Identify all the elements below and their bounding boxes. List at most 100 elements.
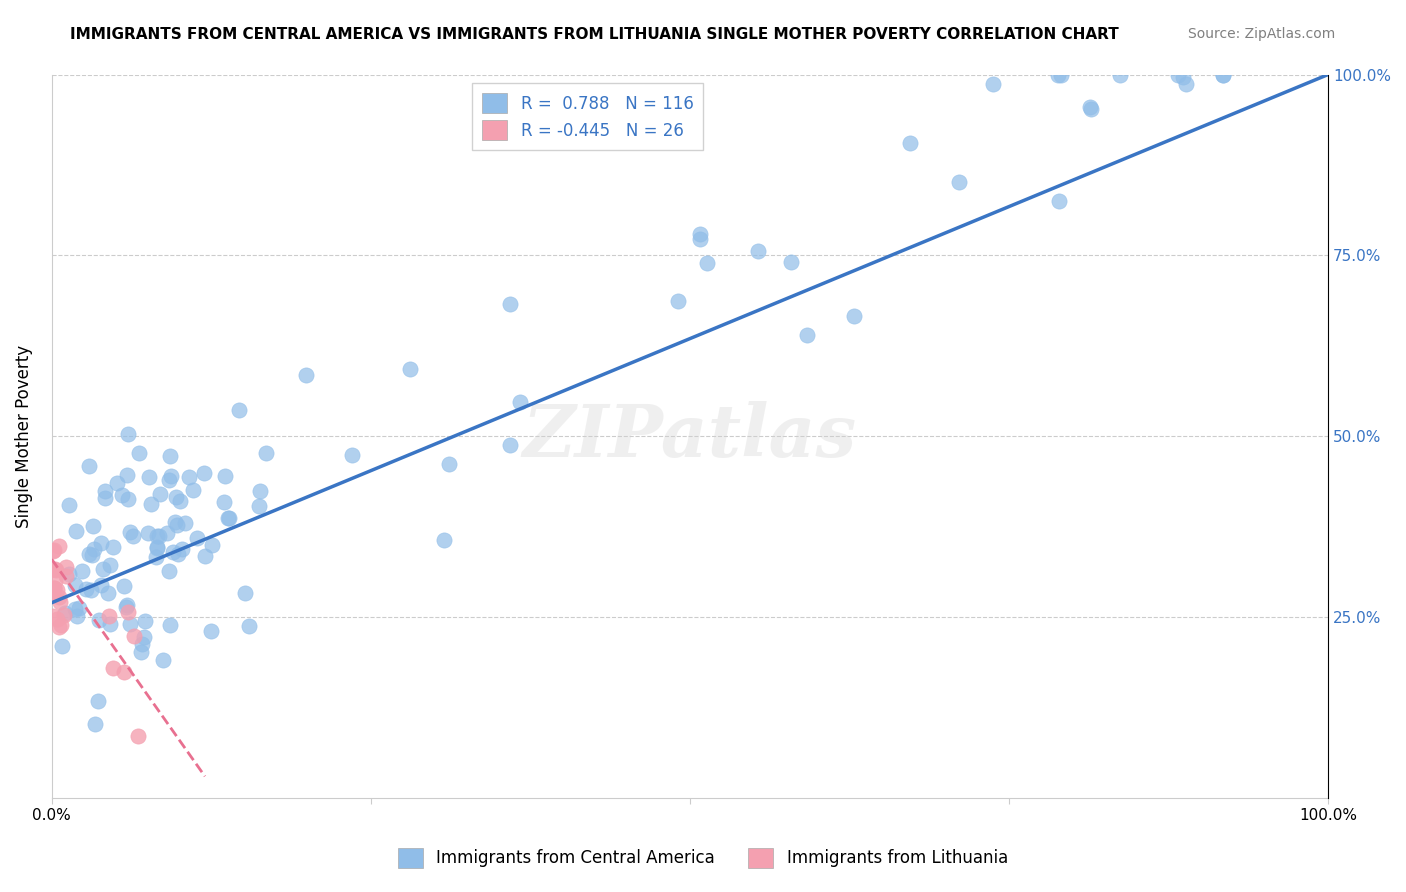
Point (146, 529, 169, 543)
Point (75, 582, 97, 597)
Point (111, 488, 134, 502)
Point (165, 491, 187, 505)
Point (53, 606, 76, 620)
Point (138, 470, 160, 484)
Point (233, 586, 256, 600)
Point (80, 548, 103, 562)
Point (91, 561, 114, 575)
Legend: Immigrants from Central America, Immigrants from Lithuania: Immigrants from Central America, Immigra… (391, 841, 1015, 875)
Point (44, 562, 66, 576)
Point (87, 613, 110, 627)
Point (129, 645, 152, 659)
Point (148, 529, 170, 543)
Point (117, 468, 139, 483)
Point (1212, 68, 1234, 82)
Point (162, 545, 184, 559)
Point (499, 438, 522, 452)
Point (55, 560, 77, 574)
Point (87, 694, 110, 708)
Point (145, 549, 167, 564)
Point (83, 542, 105, 557)
Point (159, 564, 181, 578)
Point (117, 427, 139, 442)
Point (747, 244, 769, 258)
Point (499, 297, 522, 311)
Point (41, 562, 63, 576)
Point (170, 542, 193, 557)
Point (146, 541, 169, 555)
Point (51, 639, 73, 653)
Text: Source: ZipAtlas.com: Source: ZipAtlas.com (1188, 27, 1336, 41)
Point (200, 624, 222, 638)
Point (186, 531, 208, 545)
Point (84, 716, 107, 731)
Point (181, 483, 204, 498)
Point (342, 448, 364, 462)
Point (295, 368, 318, 383)
Point (249, 483, 271, 498)
Point (122, 629, 145, 643)
Point (97, 586, 120, 600)
Point (46, 582, 69, 597)
Point (120, 525, 142, 540)
Point (127, 729, 149, 743)
Point (948, 175, 970, 189)
Point (77, 547, 100, 561)
Point (48, 620, 70, 634)
Point (44, 582, 66, 596)
Point (67, 600, 90, 615)
Point (117, 598, 139, 612)
Point (177, 470, 200, 484)
Point (80, 583, 103, 598)
Point (58, 498, 80, 512)
Legend: R =  0.788   N = 116, R = -0.445   N = 26: R = 0.788 N = 116, R = -0.445 N = 26 (472, 83, 703, 150)
Point (214, 469, 236, 483)
Point (254, 446, 277, 460)
Point (98, 558, 121, 572)
Point (433, 533, 456, 547)
Point (41, 544, 63, 558)
Point (1080, 102, 1102, 116)
Point (70, 564, 93, 578)
Point (159, 449, 181, 463)
Point (134, 614, 156, 628)
Point (1078, 100, 1101, 114)
Point (44, 574, 66, 588)
Point (163, 516, 186, 530)
Point (131, 636, 153, 650)
Point (118, 617, 141, 632)
Point (42, 581, 65, 595)
Point (160, 468, 183, 483)
Point (90, 578, 112, 592)
Point (437, 457, 460, 471)
Point (666, 294, 689, 309)
Point (166, 547, 188, 561)
Point (82, 519, 104, 533)
Point (900, 136, 922, 150)
Point (48, 539, 70, 553)
Point (1212, 68, 1234, 82)
Point (132, 630, 155, 644)
Point (52, 608, 75, 623)
Point (149, 487, 172, 501)
Point (157, 473, 180, 487)
Point (1109, 68, 1132, 82)
Point (509, 395, 531, 409)
Point (201, 538, 224, 552)
Point (55, 568, 77, 582)
Point (65, 524, 87, 539)
Point (65, 602, 87, 616)
Point (58, 567, 80, 582)
Point (141, 497, 163, 511)
Point (842, 310, 865, 324)
Point (90, 536, 112, 550)
Point (117, 492, 139, 507)
Point (121, 529, 143, 543)
Point (66, 608, 89, 623)
Point (1174, 78, 1197, 92)
Point (173, 516, 195, 530)
Point (1046, 68, 1069, 82)
Point (228, 403, 250, 417)
Point (689, 227, 711, 241)
Point (48, 595, 70, 609)
